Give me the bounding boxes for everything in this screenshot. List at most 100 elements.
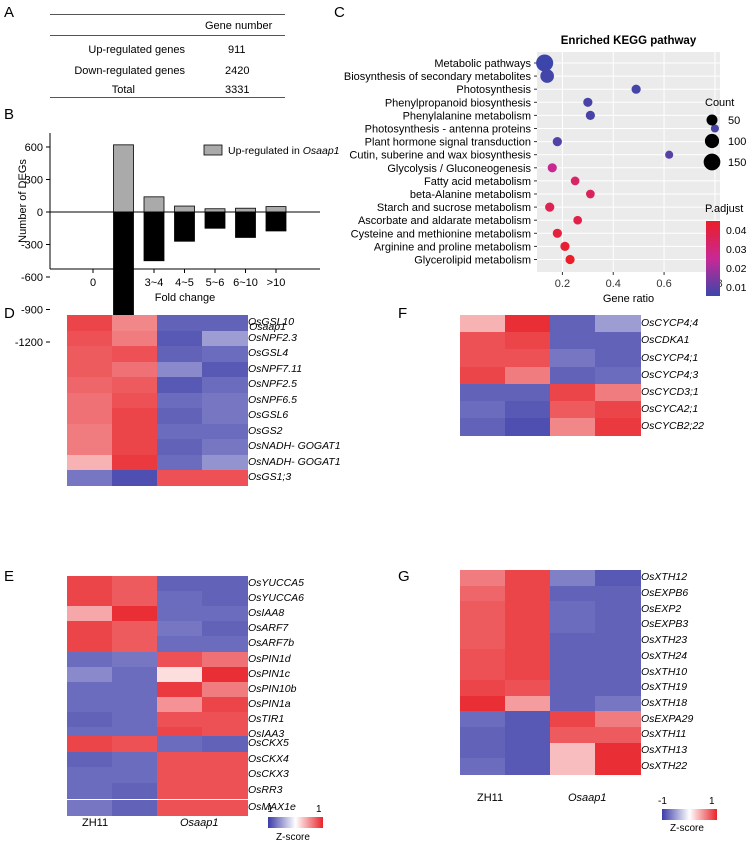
pathway-label: Phenylalanine metabolism [403, 110, 531, 122]
pathway-point [665, 150, 674, 159]
heatmap-cell [157, 346, 203, 362]
heatmap-cell [157, 666, 203, 683]
heatmap-cell [67, 800, 113, 816]
gene-label: OsCDKA1 [641, 334, 690, 347]
heatmap-cell [67, 751, 113, 768]
heatmap-cell [112, 423, 158, 440]
heatmap-cell [157, 711, 203, 728]
pathway-label: Photosynthesis - antenna proteins [365, 124, 532, 136]
pathway-point [540, 69, 554, 83]
heatmap-cell [460, 648, 506, 665]
gene-label: OsCKX5 [248, 737, 289, 750]
heatmap-cell [112, 408, 158, 424]
heatmap-cell [550, 632, 596, 649]
heatmap-cell [202, 377, 248, 393]
heatmap-cell [112, 361, 158, 378]
heatmap-cell [202, 392, 248, 409]
gene-label: OsEXP2 [641, 602, 682, 615]
heatmap-cell [505, 332, 551, 350]
gene-label: OsCYCP4;1 [641, 351, 699, 364]
heatmap-cell [157, 606, 203, 622]
zscore-max: 1 [316, 804, 322, 815]
heatmap-cell [112, 377, 158, 393]
heatmap-cell [460, 315, 506, 333]
heatmap-cell [202, 621, 248, 637]
heatmap-cell [67, 470, 113, 486]
gene-label: OsCYCA2;1 [641, 403, 699, 416]
pathway-point [545, 202, 555, 212]
heatmap-cell [202, 408, 248, 424]
pathway-point [552, 228, 562, 238]
heatmap-cell [202, 736, 248, 752]
y-tick-label: 300 [25, 175, 43, 187]
pathway-point [583, 97, 593, 107]
gene-label: OsXTH23 [641, 634, 688, 647]
gene-label: OsIAA8 [248, 607, 285, 620]
heatmap-cell [157, 636, 203, 652]
zscore-label: Z-score [276, 832, 310, 843]
heatmap-cell [460, 585, 506, 602]
heatmap-cell [550, 585, 596, 602]
gene-label: OsGS1;3 [248, 471, 292, 484]
heatmap-cell [460, 601, 506, 618]
heatmap-cell [550, 648, 596, 665]
color-legend-tick: 0.02 [726, 263, 747, 275]
gene-label: OsGSL4 [248, 347, 289, 360]
x-tick-label: 0 [90, 277, 96, 289]
heatmap-cell [505, 727, 551, 744]
legend-up-swatch [203, 144, 223, 156]
heatmap-cell [595, 664, 641, 681]
bar-down [143, 211, 165, 262]
heatmap-cell [505, 711, 551, 728]
heatmap-cell [67, 782, 113, 799]
heatmap-cell [202, 591, 248, 607]
heatmap-cell [202, 800, 248, 816]
gene-label: OsGS2 [248, 424, 283, 437]
heatmap-cell [460, 664, 506, 681]
heatmap-cell [112, 711, 158, 728]
gene-label: OsEXPA29 [641, 712, 694, 725]
heatmap-cell [550, 570, 596, 587]
panel-label-a: A [4, 4, 15, 21]
heatmap-cell [157, 408, 203, 424]
heatmap-cell [595, 742, 641, 759]
legend-up-label: Up-regulated in Osaap1 [228, 145, 340, 157]
heatmap-cell [202, 439, 248, 455]
heatmap-cell [112, 666, 158, 683]
gene-label: OsARF7b [248, 637, 295, 650]
gene-label: OsXTH24 [641, 649, 688, 662]
size-legend-dot [704, 133, 720, 149]
heatmap-cell [595, 758, 641, 775]
heatmap-cell [67, 681, 113, 698]
panel-label-g: G [398, 568, 410, 585]
heatmap-cell [112, 346, 158, 362]
heatmap-cell [202, 782, 248, 799]
panel-label-c: C [334, 4, 345, 21]
x-tick-label: 0.6 [656, 278, 671, 290]
heatmap-cell [157, 576, 203, 592]
heatmap-cell [505, 585, 551, 602]
heatmap-cell [505, 383, 551, 402]
size-legend-value: 50 [728, 115, 740, 127]
x-axis-title: Gene ratio [603, 293, 654, 305]
gene-label: OsPIN1d [248, 652, 291, 665]
heatmap-cell [67, 576, 113, 592]
heatmap-cell [202, 470, 248, 486]
heatmap-cell [202, 423, 248, 440]
heatmap-cell [505, 366, 551, 385]
y-tick-label: 0 [37, 207, 43, 219]
table-header: Gene number [205, 20, 273, 32]
heatmap-cell [157, 454, 203, 471]
gene-label: OsPIN1a [248, 697, 291, 710]
heatmap-cell [67, 454, 113, 471]
heatmap-cell [112, 330, 158, 347]
heatmap-cell [67, 767, 113, 783]
gene-label: OsYUCCA5 [248, 577, 305, 590]
zscore-min: -1 [658, 796, 667, 807]
heatmap-cell [595, 617, 641, 634]
pathway-label: Phenylpropanoid biosynthesis [385, 97, 532, 109]
heatmap-cell [550, 711, 596, 728]
plot-background [537, 52, 720, 272]
heatmap-cell [112, 470, 158, 486]
heatmap-cell [505, 758, 551, 775]
